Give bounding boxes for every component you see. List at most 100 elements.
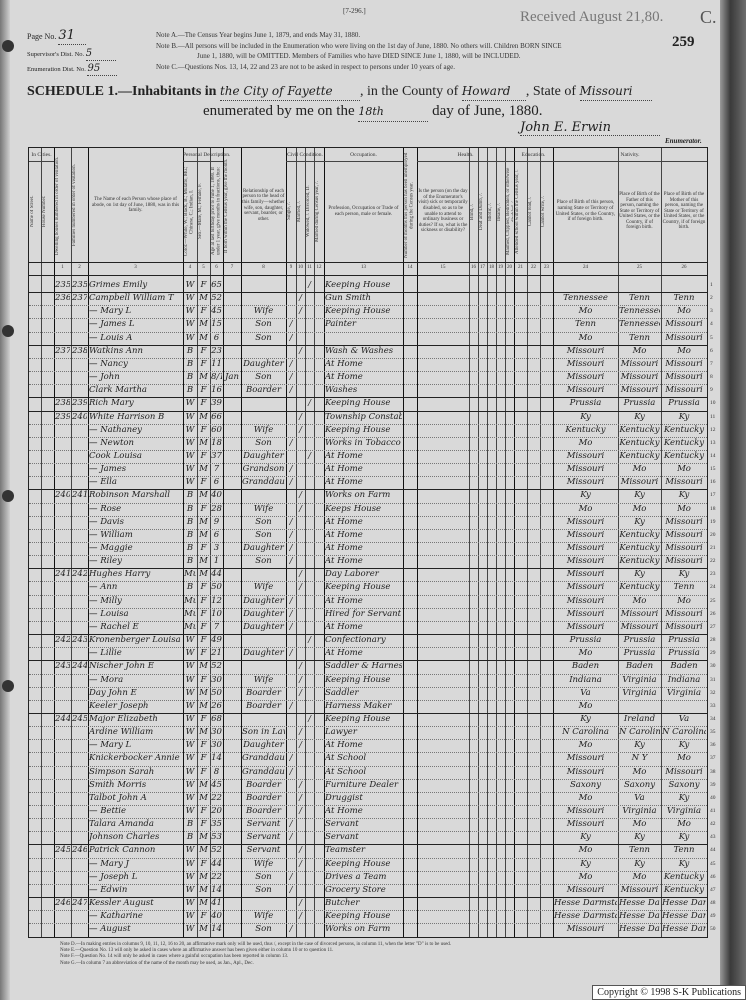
table-row: — John BM8/12Jan Son At Home Missouri Missour… [29,371,713,384]
person-name: — Mora [89,674,124,685]
color: W [185,424,195,435]
father-birthplace: Prussia [623,648,656,659]
color: W [185,727,195,738]
age: 26 [211,700,222,711]
birthplace: Ky [580,832,591,843]
line-number: 42 [710,821,716,828]
row-rule [29,292,707,294]
occupation: Keeping House [325,424,391,435]
mother-birthplace: Ky [678,792,690,803]
age: 65 [211,280,222,290]
civil-condition-mark: / [299,490,302,501]
father-birthplace: Virginia [622,687,657,698]
occupation: Keeping House [325,398,391,409]
line-number: 48 [710,900,716,907]
father-birthplace: Kentucky [619,556,660,567]
person-name: Rich Mary [89,398,134,409]
sex: M [199,727,208,738]
birthplace: Missouri [566,556,605,567]
row-rule [29,607,707,609]
age: 18 [211,437,222,448]
column-number: 4 [188,265,192,270]
family-number: 242 [72,569,87,580]
line-number: 31 [710,676,716,683]
person-name: — Bettie [89,806,127,816]
column-group-health: Health. [417,150,514,162]
age: 50 [211,687,222,698]
table-row: — Nathaney W F 60 Wife Keeping House Kentucky K… [29,424,716,437]
column-header-c21: Attended school within the Census year, … [515,169,520,254]
line-number: 45 [710,860,716,867]
row-rule [29,568,707,570]
person-name: Johnson Charles [89,832,160,843]
person-name: Smith Morris [89,779,147,790]
person-name: Watkins Ann [89,345,143,356]
color: B [186,358,194,369]
age: 30 [211,674,222,685]
age: 7 [213,464,220,475]
day-suffix: day of June, 1880. [432,103,543,119]
color: W [185,477,195,488]
age: 44 [211,569,222,580]
civil-condition-mark: / [289,924,293,935]
family-number: 243 [72,635,87,646]
line-number: 3 [710,308,713,315]
row-rule [29,489,707,491]
occupation: At School [325,766,367,777]
row-rule [29,897,707,899]
occupation: Harness Maker [325,700,392,711]
occupation: Confectionary [325,635,386,646]
sex: M [199,490,208,501]
color: W [185,898,195,909]
sex: F [200,595,207,606]
relationship: Son [255,332,272,343]
sex: M [199,845,208,856]
family-number: 244 [72,661,87,672]
civil-condition-mark: / [308,280,311,290]
mother-birthplace: Prussia [668,398,700,409]
birthplace: Mo [578,792,593,803]
binder-ring [2,680,14,692]
occupation: At Home [325,529,363,540]
enumeration-day: 18th [358,103,429,122]
column-number: 23 [544,265,549,270]
row-rule [29,660,707,662]
row-rule [29,305,707,307]
father-birthplace: Ireland [623,713,656,724]
relationship: Wife [253,306,274,317]
mother-birthplace: Missouri [665,332,703,343]
color: B [186,385,194,396]
father-birthplace: Kentucky [619,437,660,448]
family-number: 240 [72,411,87,422]
father-birthplace: Ky [634,516,645,527]
mother-birthplace: Ky [678,858,690,869]
table-row: 243 244 Nischer John E W M 52 Saddler & Harnes… [29,660,716,673]
schedule-place: the City of Fayette [219,82,360,101]
color: B [186,372,194,383]
relationship: Boarder [245,779,282,790]
column-number: 1 [61,265,64,270]
mother-birthplace: N Carolina [662,727,706,738]
person-name: Grimes Emily [89,280,148,290]
mother-birthplace: Missouri [665,766,703,777]
color: B [186,516,194,527]
father-birthplace: Baden [625,661,654,672]
column-header-house: House Number. [42,195,47,228]
enumeration-dist-label: Enumeration Dist. No. [27,66,86,73]
column-number: 22 [531,265,536,270]
line-number: 24 [710,584,716,591]
table-row: — Mary L W F 45 Wife Keeping House Mo Tennessee… [29,305,713,318]
column-header-c5: Sex.—Male, M.; Female, F. [198,183,203,240]
birthplace: Indiana [569,674,602,685]
stamp-letter: C. [700,7,717,27]
schedule-prefix: SCHEDULE 1.—Inhabitants in [27,84,217,99]
birthplace: Missouri [566,385,605,396]
page-no-label: Page No. [27,32,57,41]
table-row: — Bettie W F 20 Boarder At Home Missouri Virgin… [29,805,716,818]
civil-condition-mark: / [299,727,302,738]
row-rule [29,581,707,583]
father-birthplace: Mo [632,464,647,475]
age: 52 [211,661,222,672]
father-birthplace: Missouri [620,385,659,396]
row-rule [29,765,707,767]
